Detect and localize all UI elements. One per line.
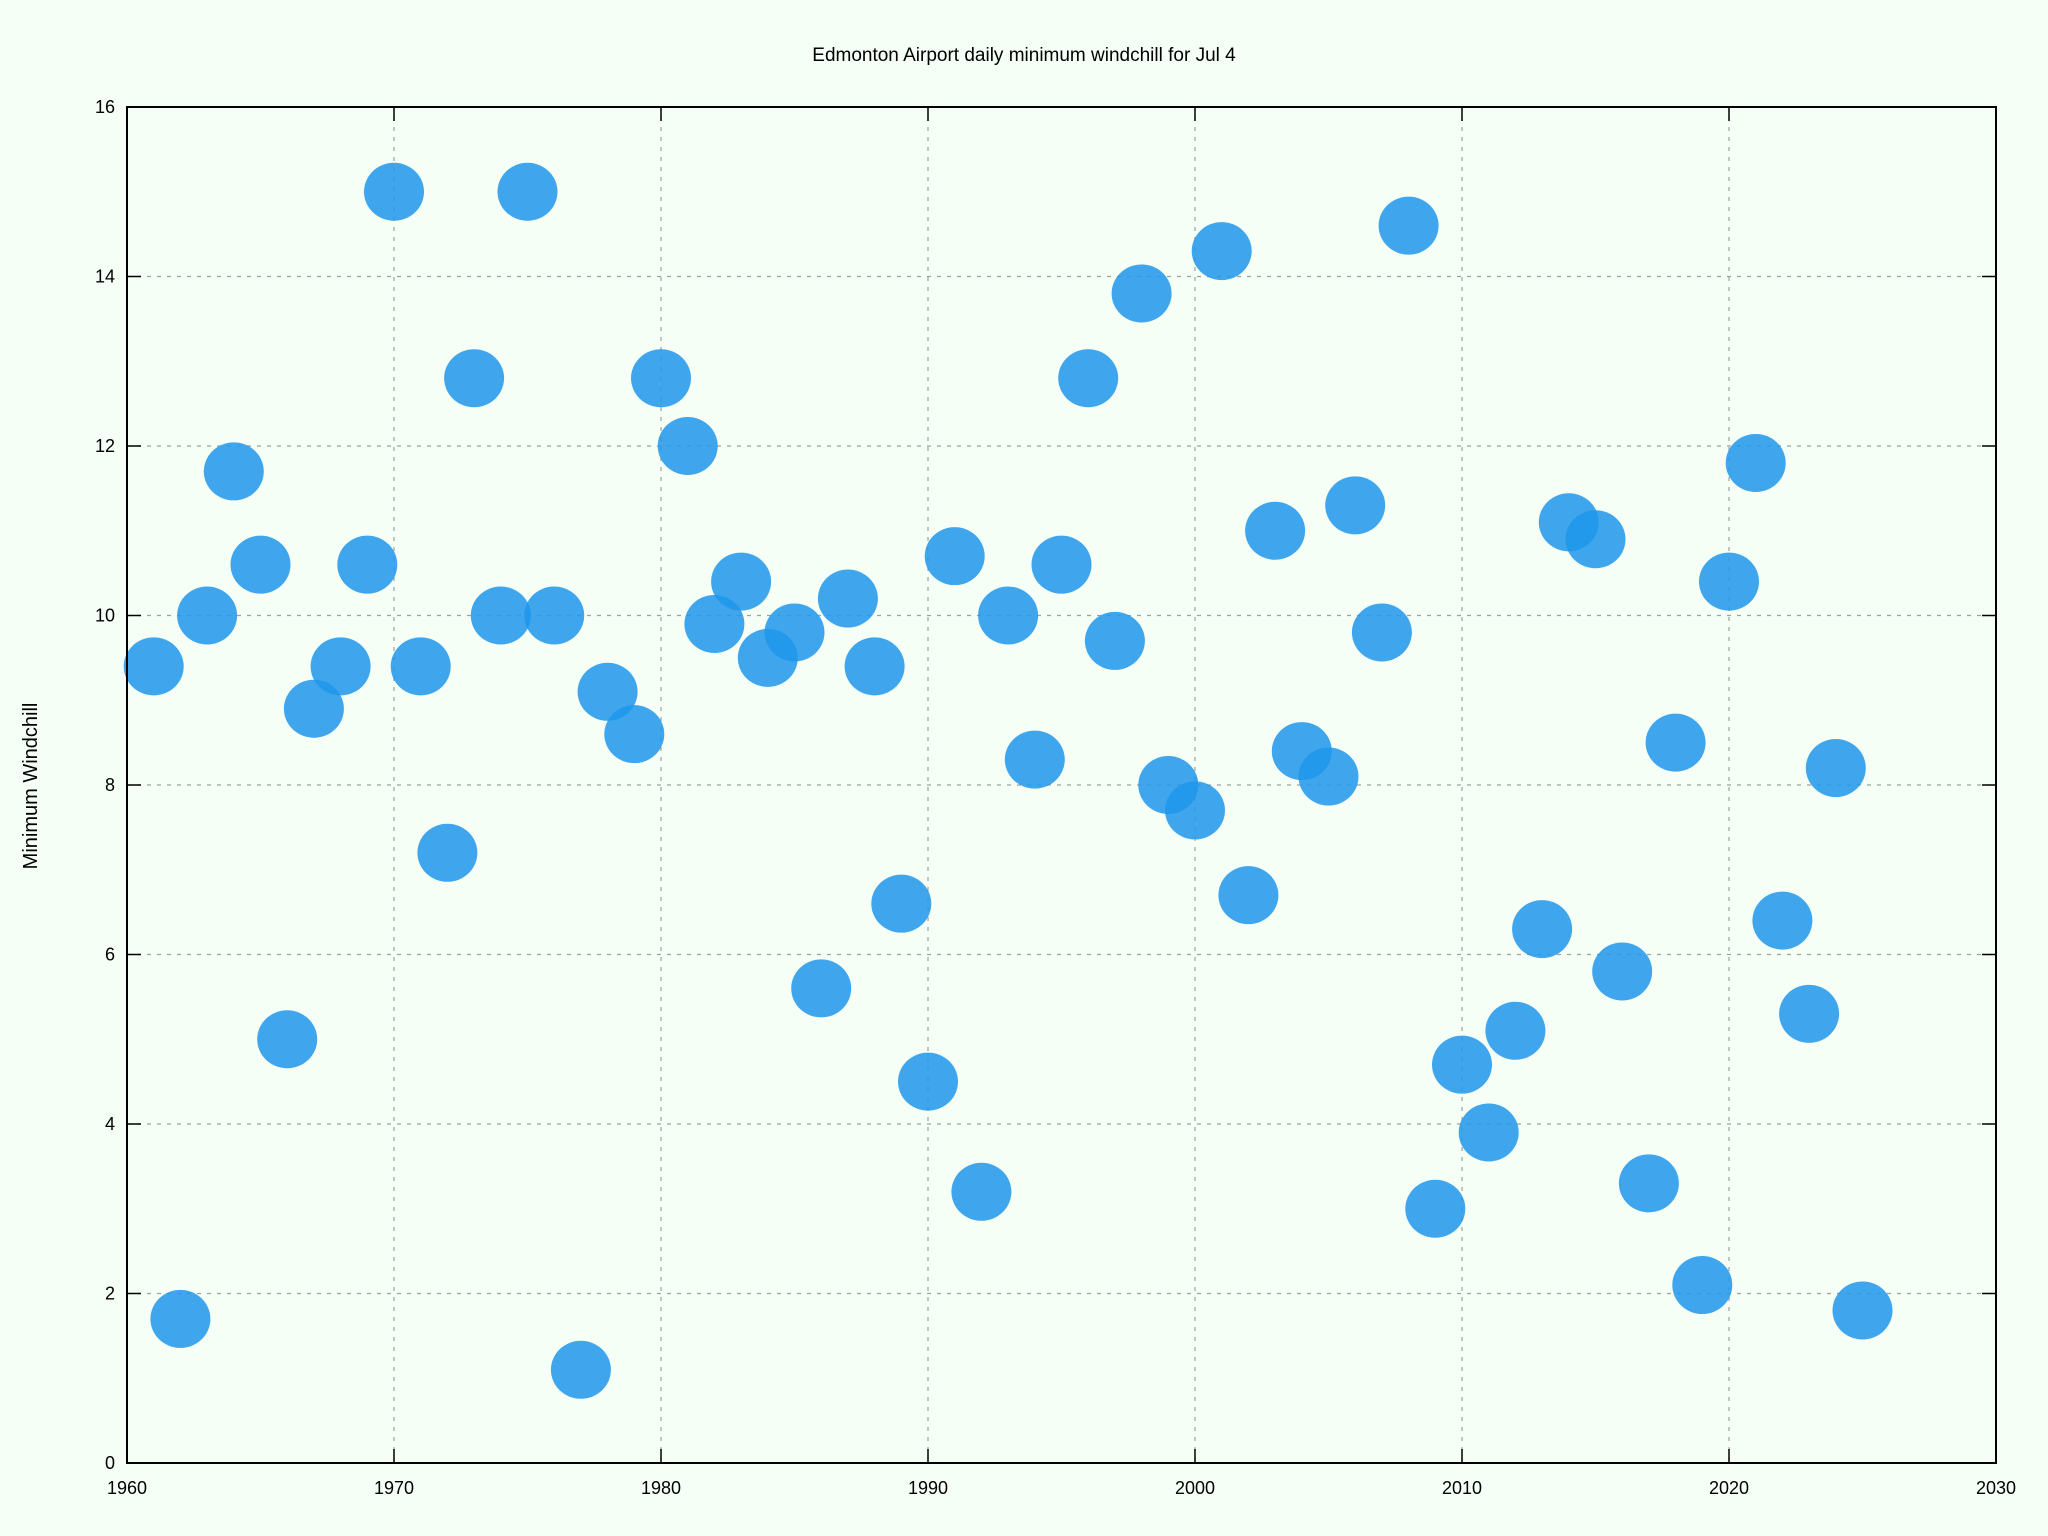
data-point: [1565, 510, 1626, 569]
x-tick-label: 2020: [1709, 1478, 1749, 1498]
data-point: [1298, 747, 1359, 806]
data-point: [1218, 866, 1279, 925]
data-point: [337, 535, 398, 594]
data-point: [470, 586, 531, 645]
data-point: [817, 569, 878, 628]
data-point: [1245, 501, 1306, 560]
data-point: [711, 552, 772, 611]
data-point: [1512, 900, 1573, 959]
data-point: [1618, 1154, 1679, 1213]
data-point: [978, 586, 1039, 645]
data-point: [1699, 552, 1759, 611]
data-point: [123, 637, 184, 696]
data-point: [1111, 264, 1172, 323]
data-point: [924, 527, 985, 586]
data-point: [1645, 713, 1706, 772]
axis-ticks: 0 2 4 6 8 10 12 14 16 1960 1970 1980 1990 2000 2010 202…: [95, 97, 2016, 1498]
data-point: [1832, 1281, 1893, 1340]
data-point: [951, 1162, 1012, 1221]
data-point: [1058, 349, 1119, 408]
data-point: [657, 417, 718, 475]
data-point: [150, 1289, 211, 1348]
y-tick-label: 12: [95, 436, 115, 456]
data-point: [1031, 535, 1092, 594]
data-point: [1752, 891, 1813, 950]
y-axis-label: Minimum Windchill: [20, 703, 42, 870]
chart-title: Edmonton Airport daily minimum windchill…: [812, 45, 1236, 66]
data-point: [1325, 476, 1386, 535]
data-point: [1592, 942, 1653, 1001]
data-point: [1084, 611, 1145, 670]
x-tick-label: 1970: [374, 1478, 414, 1498]
data-point: [1779, 984, 1840, 1043]
data-point: [177, 586, 238, 645]
x-tick-label: 1980: [641, 1478, 681, 1498]
data-point: [1004, 730, 1065, 789]
data-points: [123, 162, 1893, 1399]
data-point: [550, 1340, 611, 1399]
y-tick-label: 4: [105, 1114, 115, 1134]
y-tick-label: 0: [105, 1453, 115, 1473]
y-tick-label: 14: [95, 267, 115, 287]
data-point: [283, 679, 344, 738]
y-tick-label: 8: [105, 775, 115, 795]
x-tick-label: 1960: [107, 1478, 147, 1498]
data-point: [871, 874, 932, 933]
data-point: [1432, 1035, 1492, 1094]
data-point: [1351, 603, 1412, 662]
data-point: [684, 594, 745, 653]
x-tick-label: 2010: [1442, 1478, 1482, 1498]
data-point: [764, 603, 825, 662]
data-point: [1725, 433, 1786, 492]
data-point: [1672, 1256, 1733, 1315]
plot-frame: [126, 106, 1997, 1464]
y-tick-label: 10: [95, 606, 115, 626]
data-point: [844, 637, 905, 696]
data-point: [1405, 1179, 1466, 1238]
data-point: [417, 823, 478, 882]
data-point: [524, 586, 585, 645]
data-point: [497, 162, 558, 221]
data-point: [604, 705, 665, 764]
data-point: [310, 637, 371, 696]
data-point: [257, 1010, 318, 1069]
data-point: [791, 959, 852, 1018]
data-point: [1805, 739, 1866, 798]
grid-lines: [127, 107, 1996, 1463]
y-tick-label: 6: [105, 945, 115, 965]
data-point: [230, 535, 291, 594]
data-point: [577, 662, 638, 721]
x-tick-label: 1990: [908, 1478, 948, 1498]
x-tick-label: 2000: [1175, 1478, 1215, 1498]
data-point: [1191, 222, 1252, 281]
data-point: [444, 349, 505, 408]
y-tick-label: 16: [95, 97, 115, 117]
data-point: [631, 349, 691, 408]
data-point: [1458, 1103, 1519, 1162]
data-point: [898, 1052, 958, 1111]
data-point: [1378, 196, 1439, 255]
y-tick-label: 2: [105, 1284, 115, 1304]
data-point: [203, 442, 264, 501]
data-point: [364, 162, 424, 221]
data-point: [1485, 1001, 1546, 1060]
data-point: [1165, 781, 1225, 840]
data-point: [390, 637, 451, 696]
x-tick-label: 2030: [1976, 1478, 2016, 1498]
